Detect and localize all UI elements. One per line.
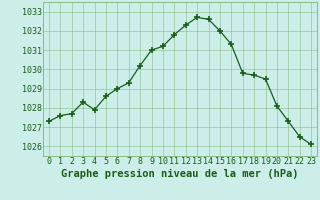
X-axis label: Graphe pression niveau de la mer (hPa): Graphe pression niveau de la mer (hPa) [61, 169, 299, 179]
